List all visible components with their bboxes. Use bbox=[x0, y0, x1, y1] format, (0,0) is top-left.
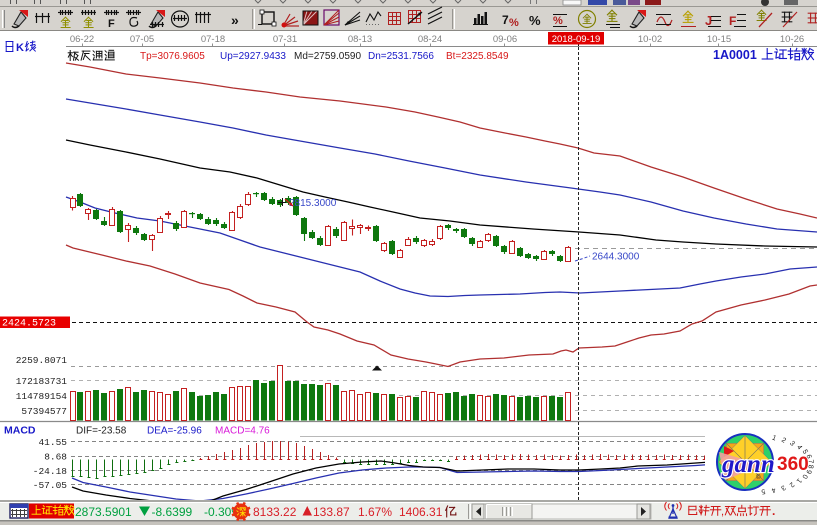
svg-text:08-24: 08-24 bbox=[418, 34, 442, 45]
svg-text:»: » bbox=[231, 12, 239, 28]
svg-text:10-02: 10-02 bbox=[638, 34, 662, 45]
svg-text:1A0001: 1A0001 bbox=[713, 48, 757, 62]
svg-text:%: % bbox=[553, 15, 563, 27]
svg-text:10-26: 10-26 bbox=[780, 34, 804, 45]
svg-text:,: , bbox=[721, 506, 724, 518]
svg-text:114789154: 114789154 bbox=[16, 391, 68, 402]
svg-text:3: 3 bbox=[779, 483, 786, 491]
svg-text:08-13: 08-13 bbox=[348, 34, 372, 45]
svg-text:10-15: 10-15 bbox=[707, 34, 731, 45]
svg-text:172183731: 172183731 bbox=[16, 376, 68, 387]
svg-text:57394577: 57394577 bbox=[21, 406, 67, 417]
svg-text:Up=2927.9433: Up=2927.9433 bbox=[220, 51, 286, 62]
svg-text:4: 4 bbox=[795, 444, 803, 451]
svg-text:1406.31: 1406.31 bbox=[399, 505, 443, 519]
svg-text:MACD: MACD bbox=[4, 425, 36, 437]
svg-text:1: 1 bbox=[795, 477, 803, 484]
svg-text:4: 4 bbox=[770, 486, 776, 494]
svg-text:6: 6 bbox=[804, 454, 812, 460]
svg-text:.: . bbox=[772, 504, 775, 518]
svg-text:2018-09-19: 2018-09-19 bbox=[552, 34, 601, 45]
svg-text:Dn=2531.7566: Dn=2531.7566 bbox=[368, 51, 434, 62]
svg-text:41.55: 41.55 bbox=[38, 437, 67, 448]
svg-text:5: 5 bbox=[801, 449, 809, 456]
svg-text:2424.5723: 2424.5723 bbox=[2, 319, 56, 330]
svg-text:8: 8 bbox=[806, 464, 813, 469]
svg-text:Tp=3076.9605: Tp=3076.9605 bbox=[140, 51, 205, 62]
svg-text:133.87: 133.87 bbox=[313, 505, 350, 519]
svg-text:DEA=-25.96: DEA=-25.96 bbox=[147, 426, 202, 437]
svg-text:7: 7 bbox=[502, 13, 509, 27]
svg-text:gann: gann bbox=[721, 451, 775, 478]
svg-text:2: 2 bbox=[780, 437, 787, 445]
svg-text:3: 3 bbox=[788, 440, 796, 448]
svg-text:9: 9 bbox=[804, 469, 812, 475]
svg-text:8133.22: 8133.22 bbox=[253, 505, 297, 519]
svg-text:06-22: 06-22 bbox=[70, 34, 94, 45]
svg-text:%: % bbox=[529, 13, 541, 28]
svg-text:Bt=2325.8549: Bt=2325.8549 bbox=[446, 51, 509, 62]
svg-text:360: 360 bbox=[777, 454, 809, 475]
svg-text:0: 0 bbox=[800, 473, 808, 480]
svg-text:%: % bbox=[509, 17, 519, 29]
svg-text:5: 5 bbox=[761, 487, 766, 495]
svg-text:DIF=-23.58: DIF=-23.58 bbox=[76, 426, 127, 437]
svg-text:2644.3000: 2644.3000 bbox=[592, 252, 640, 263]
svg-text:2815.3000: 2815.3000 bbox=[289, 198, 337, 209]
svg-text:07-18: 07-18 bbox=[201, 34, 225, 45]
svg-text:F: F bbox=[108, 18, 115, 30]
svg-text:MACD=4.76: MACD=4.76 bbox=[215, 426, 270, 437]
svg-text:2259.8071: 2259.8071 bbox=[16, 355, 68, 366]
svg-text:1.67%: 1.67% bbox=[358, 505, 392, 519]
svg-text:1: 1 bbox=[771, 435, 777, 443]
svg-text:7: 7 bbox=[807, 459, 814, 464]
svg-text:09-06: 09-06 bbox=[493, 34, 517, 45]
svg-text:Md=2759.0590: Md=2759.0590 bbox=[294, 51, 361, 62]
svg-text:-24.18: -24.18 bbox=[33, 466, 68, 477]
svg-text:J: J bbox=[705, 13, 712, 28]
svg-text:F: F bbox=[729, 14, 736, 28]
svg-text:-57.05: -57.05 bbox=[33, 480, 68, 491]
svg-text:07-31: 07-31 bbox=[273, 34, 297, 45]
svg-text:©: © bbox=[756, 474, 761, 481]
svg-text:2873.5901: 2873.5901 bbox=[75, 505, 132, 519]
svg-text:-8.6399: -8.6399 bbox=[152, 505, 193, 519]
svg-text:2: 2 bbox=[788, 480, 796, 488]
svg-text:8.68: 8.68 bbox=[44, 452, 67, 463]
svg-text:K: K bbox=[16, 42, 24, 54]
svg-text:07-05: 07-05 bbox=[130, 34, 154, 45]
